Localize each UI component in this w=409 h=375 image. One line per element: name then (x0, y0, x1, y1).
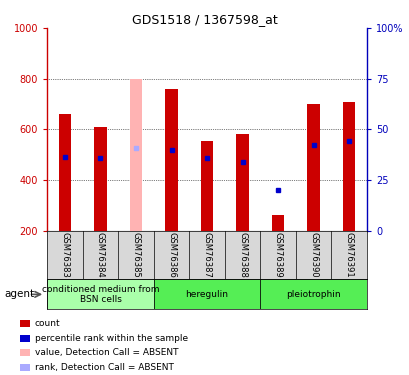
Text: GSM76389: GSM76389 (273, 232, 282, 278)
Text: pleiotrophin: pleiotrophin (285, 290, 340, 299)
Bar (271, 215, 284, 231)
Text: value, Detection Call = ABSENT: value, Detection Call = ABSENT (34, 348, 178, 357)
Text: heregulin: heregulin (185, 290, 228, 299)
Bar (200, 141, 213, 231)
Text: conditioned medium from
BSN cells: conditioned medium from BSN cells (42, 285, 159, 304)
Bar (307, 104, 319, 231)
Bar (165, 89, 178, 231)
Text: agent: agent (4, 290, 34, 299)
Text: GDS1518 / 1367598_at: GDS1518 / 1367598_at (132, 13, 277, 26)
Text: GSM76388: GSM76388 (238, 232, 247, 278)
Text: percentile rank within the sample: percentile rank within the sample (34, 334, 187, 343)
Bar (260, 279, 366, 309)
Bar (129, 79, 142, 231)
Text: GSM76387: GSM76387 (202, 232, 211, 278)
Bar (342, 102, 355, 231)
Text: GSM76386: GSM76386 (166, 232, 175, 278)
Bar (94, 127, 106, 231)
Bar (47, 279, 153, 309)
Text: count: count (34, 320, 60, 328)
Text: rank, Detection Call = ABSENT: rank, Detection Call = ABSENT (34, 363, 173, 372)
Bar (58, 114, 71, 231)
Text: GSM76390: GSM76390 (308, 232, 317, 278)
Bar (236, 135, 248, 231)
Bar (153, 279, 260, 309)
Bar (20, 350, 30, 356)
Text: GSM76384: GSM76384 (96, 232, 105, 278)
Text: GSM76383: GSM76383 (60, 232, 69, 278)
Bar (20, 335, 30, 342)
Bar (20, 364, 30, 371)
Text: GSM76385: GSM76385 (131, 232, 140, 278)
Text: GSM76391: GSM76391 (344, 232, 353, 278)
Bar (20, 320, 30, 327)
